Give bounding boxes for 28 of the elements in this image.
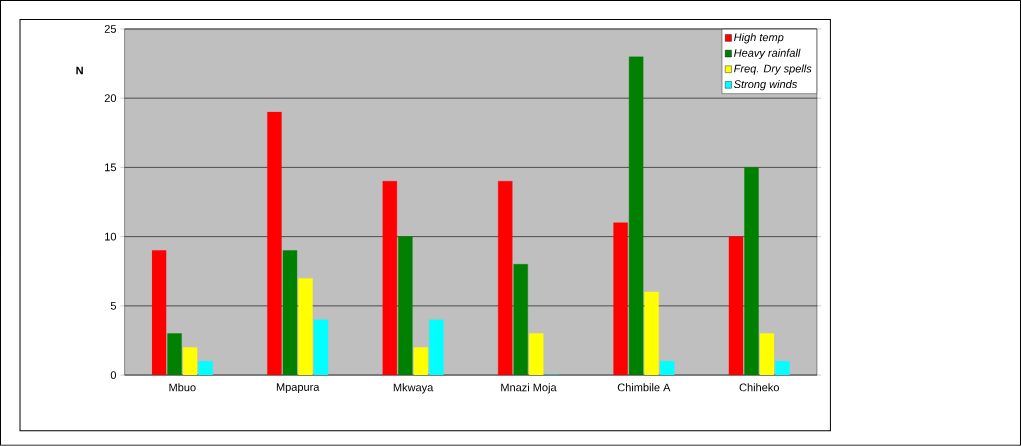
- x-tick-label: Chimbile A: [617, 383, 671, 392]
- legend-label: Strong winds: [733, 80, 798, 91]
- x-tick-label: Mbuo: [169, 383, 196, 392]
- y-tick-label: 25: [104, 25, 117, 33]
- legend-label: Freq. Dry spells: [734, 64, 812, 75]
- x-tick-label: Chiheko: [739, 383, 779, 392]
- y-tick-label: 20: [104, 94, 117, 103]
- y-tick-label: 5: [110, 302, 117, 310]
- bar: [429, 319, 444, 376]
- bar: [775, 361, 790, 376]
- y-tick-label: 15: [105, 163, 117, 172]
- x-tick-label: Mkwaya: [393, 383, 434, 394]
- bar: [167, 333, 182, 376]
- bar: [282, 250, 298, 376]
- bar: [744, 167, 759, 376]
- bar: [398, 236, 413, 376]
- bar: [313, 319, 329, 376]
- y-tick-label: 0: [110, 371, 117, 380]
- bar: [659, 361, 675, 376]
- legend-label: High temp: [734, 33, 784, 44]
- bar: [628, 56, 644, 376]
- x-tick-label: Mnazi Moja: [501, 383, 557, 394]
- bar: [513, 264, 528, 376]
- y-axis-title: N: [76, 66, 83, 75]
- y-tick-label: 10: [105, 232, 117, 241]
- x-tick-label: Mpapura: [276, 383, 320, 394]
- bar: [198, 361, 213, 376]
- legend-label: Heavy rainfall: [734, 48, 801, 60]
